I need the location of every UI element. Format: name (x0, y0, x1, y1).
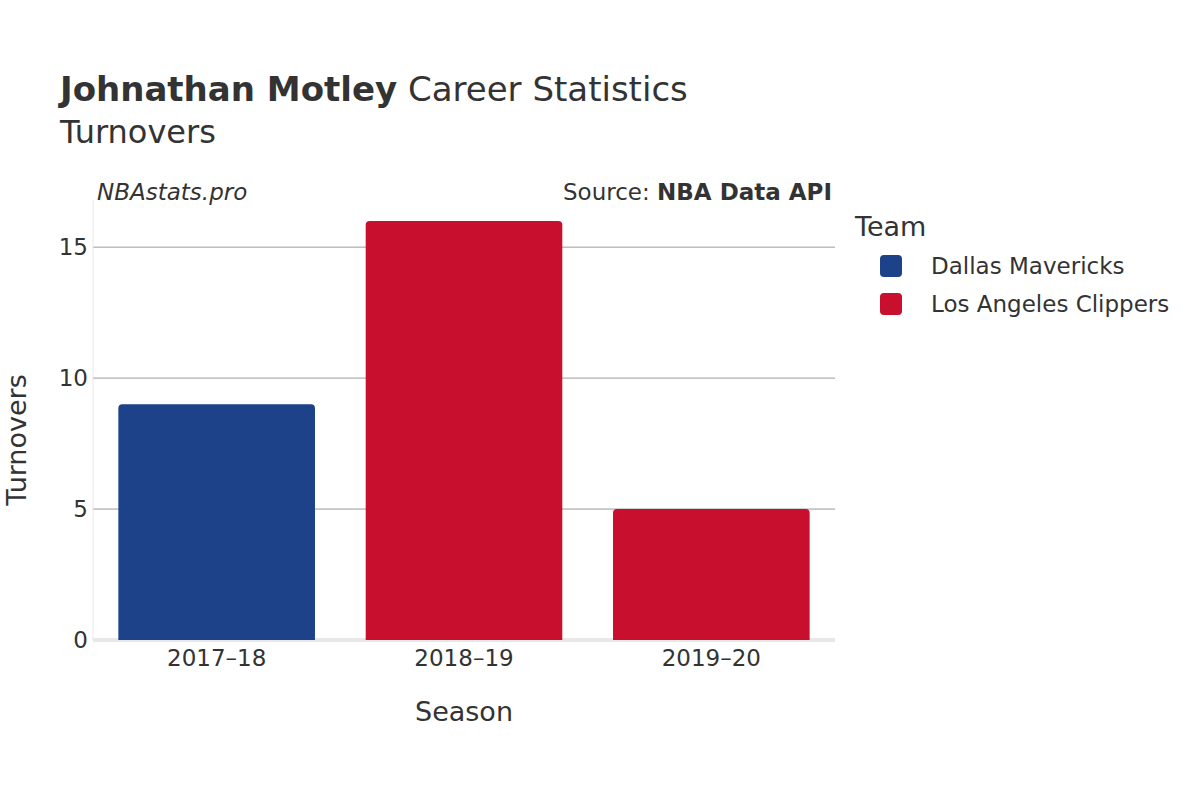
x-axis-label: Season (415, 696, 513, 727)
title-rest: Career Statistics (397, 69, 688, 109)
source-label: Source: (563, 179, 657, 205)
legend-swatch (880, 255, 902, 277)
bar (366, 221, 563, 640)
y-tick-label: 15 (59, 234, 88, 260)
subtitle: Turnovers (59, 113, 216, 151)
y-tick-label: 0 (73, 627, 88, 653)
source: Source: NBA Data API (563, 179, 832, 205)
y-axis-label: Turnovers (1, 374, 32, 507)
legend-label: Dallas Mavericks (931, 253, 1124, 279)
title: Johnathan Motley Career Statistics (58, 69, 688, 109)
x-tick-label: 2017–18 (167, 645, 266, 671)
legend-title: Team (854, 211, 926, 242)
x-tick-label: 2019–20 (662, 645, 761, 671)
bar (613, 509, 810, 640)
y-tick-label: 10 (59, 365, 88, 391)
y-tick-label: 5 (73, 496, 88, 522)
x-tick-label: 2018–19 (414, 645, 513, 671)
bars (118, 221, 809, 640)
title-bold: Johnathan Motley (58, 69, 397, 109)
bar (118, 404, 315, 640)
legend-swatch (880, 293, 902, 315)
chart: Johnathan Motley Career Statistics Turnov… (0, 0, 1200, 800)
source-name: NBA Data API (657, 179, 832, 205)
y-axis-line (93, 200, 94, 640)
watermark: NBAstats.pro (97, 179, 247, 205)
legend-label: Los Angeles Clippers (931, 291, 1169, 317)
